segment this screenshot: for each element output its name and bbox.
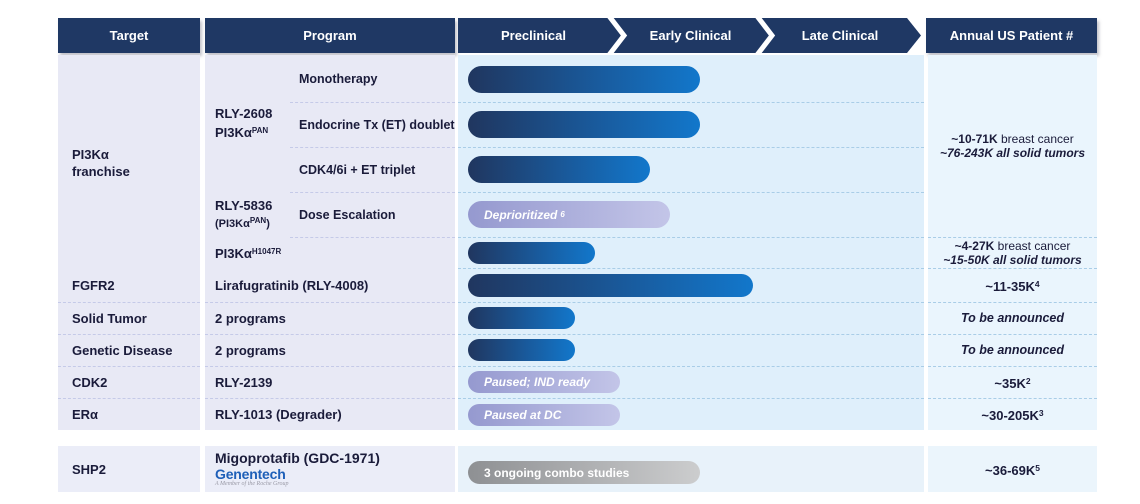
row-separator	[458, 102, 924, 103]
header-target: Target	[58, 18, 200, 53]
patient-count-shp2: ~36-69K5	[985, 462, 1040, 478]
row-separator	[205, 398, 455, 399]
program-label-solid-programs: 2 programs	[215, 310, 286, 326]
row-separator	[458, 398, 924, 399]
row-separator	[205, 302, 455, 303]
row-separator	[205, 366, 455, 367]
row-separator	[928, 237, 1097, 238]
program-label-migoprotafib: Migoprotafib (GDC-1971) Genentech A Memb…	[215, 450, 380, 488]
program-label-rly5836: RLY-5836 (PI3KαPAN)	[215, 198, 273, 230]
subrow-label-et-doublet: Endocrine Tx (ET) doublet	[299, 117, 455, 132]
bar-monotherapy	[468, 66, 700, 93]
header-patient-count: Annual US Patient #	[926, 18, 1097, 53]
row-separator	[928, 366, 1097, 367]
program-cell-pi3k-franchise	[205, 55, 455, 268]
row-separator	[458, 237, 924, 238]
pill-deprioritized: Deprioritized 6	[468, 201, 670, 228]
target-label-solid-tumor: Solid Tumor	[72, 310, 147, 326]
row-separator	[458, 268, 924, 269]
pill-combo-studies: 3 ongoing combo studies	[468, 461, 700, 484]
bar-et-doublet	[468, 111, 700, 138]
row-separator	[458, 334, 924, 335]
row-separator	[58, 334, 200, 335]
row-separator	[458, 192, 924, 193]
target-label-cdk2: CDK2	[72, 374, 108, 390]
header-phase-early-clinical: Early Clinical	[649, 28, 732, 43]
pill-paused-ind-ready: Paused; IND ready	[468, 371, 620, 393]
patient-count-genetic-disease: To be announced	[960, 343, 1064, 357]
header-phase-late-clinical: Late Clinical	[801, 28, 879, 43]
row-separator	[458, 302, 924, 303]
bar-solid-tumor	[468, 307, 575, 329]
target-label-fgfr2: FGFR2	[72, 277, 115, 293]
genentech-logo: Genentech	[215, 466, 286, 482]
patient-count-fgfr2: ~11-35K4	[985, 278, 1040, 294]
header-program: Program	[205, 18, 455, 53]
patient-area	[928, 55, 1097, 430]
subrow-label-monotherapy: Monotherapy	[299, 71, 378, 86]
target-cell-pi3k-franchise	[58, 55, 200, 268]
row-separator	[458, 147, 924, 148]
shp2-program-cell	[205, 446, 455, 492]
shp2-target-cell	[58, 446, 200, 492]
program-label-lirafugratinib: Lirafugratinib (RLY-4008)	[215, 277, 369, 293]
patient-count-era: ~30-205K3	[981, 407, 1044, 423]
subrow-label-dose-escalation: Dose Escalation	[299, 207, 396, 222]
subrow-separator	[290, 192, 455, 193]
migoprotafib-name: Migoprotafib (GDC-1971)	[215, 450, 380, 466]
row-separator	[458, 366, 924, 367]
subrow-label-cdk46-triplet: CDK4/6i + ET triplet	[299, 162, 416, 177]
row-separator	[928, 398, 1097, 399]
header-phase-preclinical: Preclinical	[500, 28, 567, 43]
genentech-tagline: A Member of the Roche Group	[215, 481, 289, 487]
program-cell-lower-rows	[205, 268, 455, 430]
target-label-genetic-disease: Genetic Disease	[72, 342, 173, 358]
bar-fgfr2	[468, 274, 753, 297]
patient-count-solid-tumor: To be announced	[960, 311, 1064, 325]
pill-paused-at-dc: Paused at DC	[468, 404, 620, 426]
target-label-shp2: SHP2	[72, 461, 106, 477]
patient-count-pi3k-franchise: ~10-71K breast cancer ~76-243K all solid…	[939, 132, 1086, 160]
row-separator	[205, 334, 455, 335]
chevron-band-shape	[458, 18, 921, 53]
row-separator	[928, 268, 1097, 269]
shp2-patient-cell	[928, 446, 1097, 492]
row-separator	[58, 366, 200, 367]
row-separator	[928, 302, 1097, 303]
patient-count-cdk2: ~35K2	[994, 375, 1031, 391]
bar-cdk46-triplet	[468, 156, 650, 183]
program-label-rly2139: RLY-2139	[215, 374, 273, 390]
program-label-rly1013: RLY-1013 (Degrader)	[215, 406, 342, 422]
program-label-rly2608: RLY-2608 PI3KαPAN	[215, 106, 273, 140]
row-separator	[928, 334, 1097, 335]
subrow-separator	[290, 102, 455, 103]
target-label-pi3k-franchise: PI3Kα franchise	[72, 147, 130, 179]
subrow-separator	[290, 147, 455, 148]
row-separator	[58, 302, 200, 303]
program-label-h1047r: PI3KαH1047R	[215, 246, 282, 261]
row-separator	[58, 398, 200, 399]
program-label-genetic-programs: 2 programs	[215, 342, 286, 358]
subrow-separator	[290, 237, 455, 238]
target-label-era: ERα	[72, 406, 99, 422]
phase-header-band: Preclinical Early Clinical Late Clinical	[458, 18, 922, 53]
bar-h1047r	[468, 242, 595, 264]
patient-count-h1047r: ~4-27K breast cancer ~15-50K all solid t…	[943, 238, 1082, 267]
target-cell-lower-rows	[58, 268, 200, 430]
bar-genetic-disease	[468, 339, 575, 361]
